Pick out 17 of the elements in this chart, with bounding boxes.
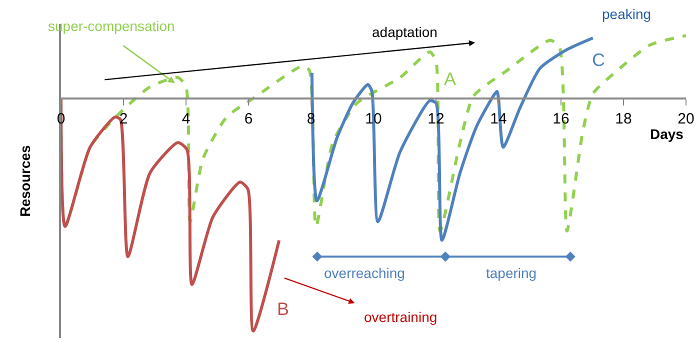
x-tick-label: 18 — [615, 110, 632, 128]
x-tick-label: 20 — [678, 110, 694, 128]
annotation: adaptation — [372, 24, 438, 40]
y-axis-title: Resources — [17, 144, 34, 217]
x-tick-label: 2 — [119, 110, 128, 128]
series-label: A — [444, 69, 456, 89]
series-label: B — [277, 299, 290, 319]
annotation: tapering — [486, 265, 537, 281]
x-tick-label: 4 — [182, 110, 190, 128]
text: peaking — [602, 6, 652, 22]
annotation: overreaching — [324, 265, 405, 281]
x-tick-label: 16 — [552, 110, 570, 128]
annotation: super-compensation — [48, 18, 175, 34]
annotation: overtraining — [364, 309, 438, 325]
x-axis-title: Days — [650, 126, 684, 142]
series-label: C — [592, 50, 605, 70]
x-tick-label: 6 — [244, 110, 253, 128]
